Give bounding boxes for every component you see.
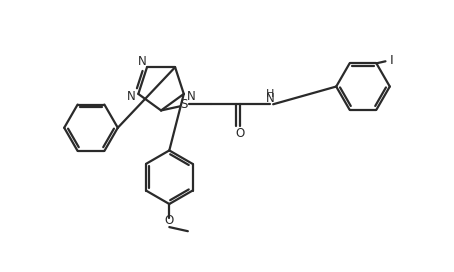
Text: N: N: [266, 92, 274, 106]
Text: N: N: [127, 90, 136, 103]
Text: O: O: [235, 126, 244, 140]
Text: S: S: [180, 98, 188, 111]
Text: N: N: [138, 55, 147, 68]
Text: H: H: [266, 89, 274, 99]
Text: O: O: [165, 214, 174, 227]
Text: N: N: [187, 90, 195, 103]
Text: I: I: [390, 54, 394, 67]
